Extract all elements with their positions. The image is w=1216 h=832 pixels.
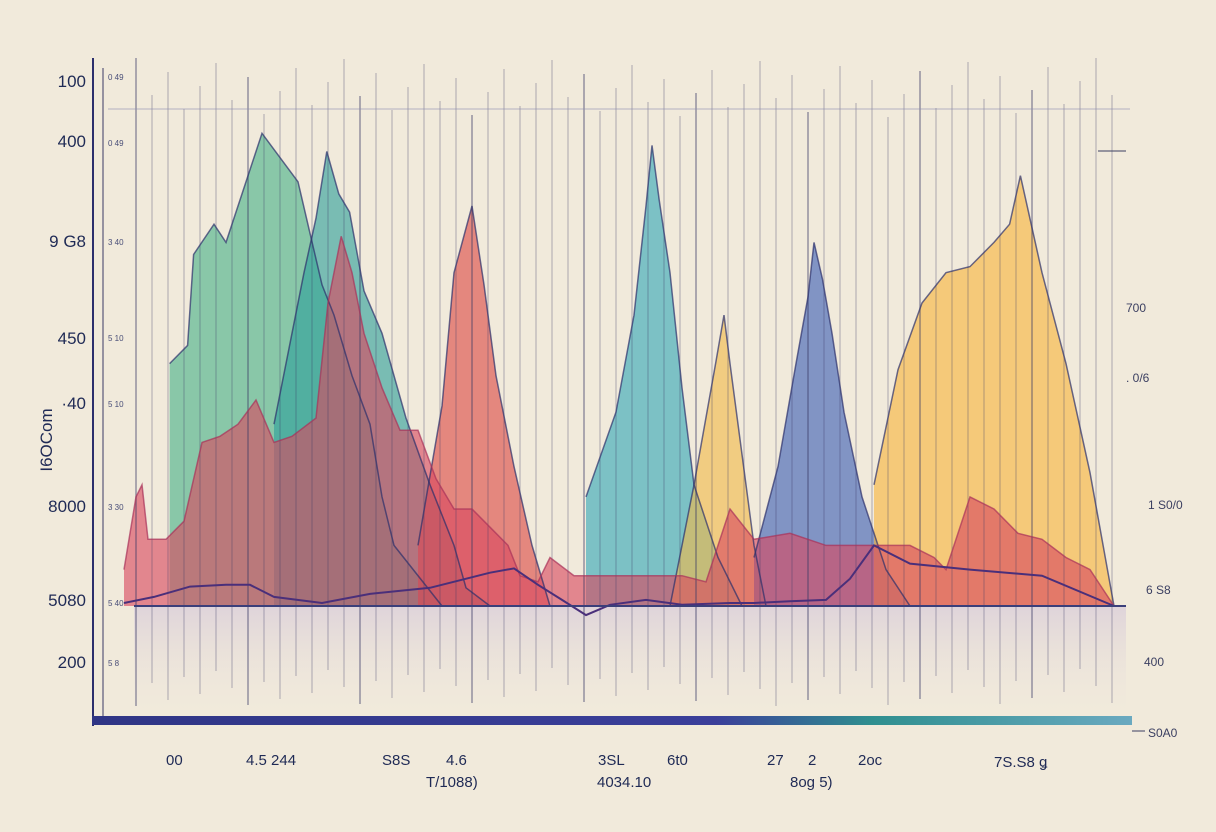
series-areas <box>124 133 1114 607</box>
x-tick-label: 2oc <box>858 752 883 769</box>
reflection-area <box>134 606 1126 714</box>
series-outline-2 <box>417 205 551 607</box>
x-tick-label: 4.6 <box>446 752 467 769</box>
left-tick-label: 450 <box>58 329 86 348</box>
series-area-5 <box>754 242 910 606</box>
x-tick-label: 7S.S8 ǥ <box>994 754 1048 771</box>
left-tick-label: 100 <box>58 72 86 91</box>
x-tick-label: S8S <box>382 752 410 769</box>
left-minor-tick: 0 49 <box>108 73 124 82</box>
series-outline-4 <box>669 314 767 607</box>
left-minor-tick: 5 10 <box>108 400 124 409</box>
x-tick-label: 6t0 <box>667 752 688 769</box>
left-minor-tick: 5 40 <box>108 599 124 608</box>
x-tick-label: 4.5 244 <box>246 752 296 769</box>
left-tick-label: ·40 <box>61 394 86 413</box>
left-tick-label: 9 G8 <box>49 232 86 251</box>
left-tick-label: 5080 <box>48 591 86 610</box>
left-tick-label: 200 <box>58 653 86 672</box>
x-tick-label: 00 <box>166 752 183 769</box>
right-tick-label: 1 S0/0 <box>1148 498 1183 512</box>
left-minor-tick: 5 10 <box>108 334 124 343</box>
x-tick-label: 27 <box>767 752 784 769</box>
left-tick-label: 400 <box>58 132 86 151</box>
right-tick-label: 400 <box>1144 655 1164 669</box>
right-tick-label: . 0/6 <box>1126 371 1150 385</box>
left-minor-tick: 0 49 <box>108 139 124 148</box>
series-outlines <box>123 131 1115 617</box>
series-outline-6 <box>873 175 1115 607</box>
baseline-curve <box>123 544 1115 617</box>
series-outline-3 <box>585 145 743 607</box>
right-tick-label: 700 <box>1126 301 1146 315</box>
series-outline-5 <box>753 242 911 607</box>
series-outline-0 <box>169 131 443 607</box>
x-tick-label: 3SL <box>598 752 625 769</box>
left-tick-label: 8000 <box>48 497 86 516</box>
left-minor-tick: 5 8 <box>108 659 120 668</box>
left-minor-tick: 3 40 <box>108 238 124 247</box>
right-tick-label: S0A0 <box>1148 726 1178 740</box>
series-area-6 <box>874 175 1114 606</box>
right-tick-label: 6 S8 <box>1146 583 1171 597</box>
bottom-bar <box>92 716 1132 725</box>
x-tick-label: 4034.10 <box>597 774 651 791</box>
x-tick-label: 8og 5) <box>790 774 833 791</box>
series-outline-1 <box>273 151 491 607</box>
left-minor-tick: 3 30 <box>108 503 124 512</box>
x-tick-label: 2 <box>808 752 816 769</box>
series-area-7 <box>124 236 1114 607</box>
y-axis-label: I6OCom <box>37 408 56 471</box>
x-tick-label: T/1088) <box>426 774 478 791</box>
